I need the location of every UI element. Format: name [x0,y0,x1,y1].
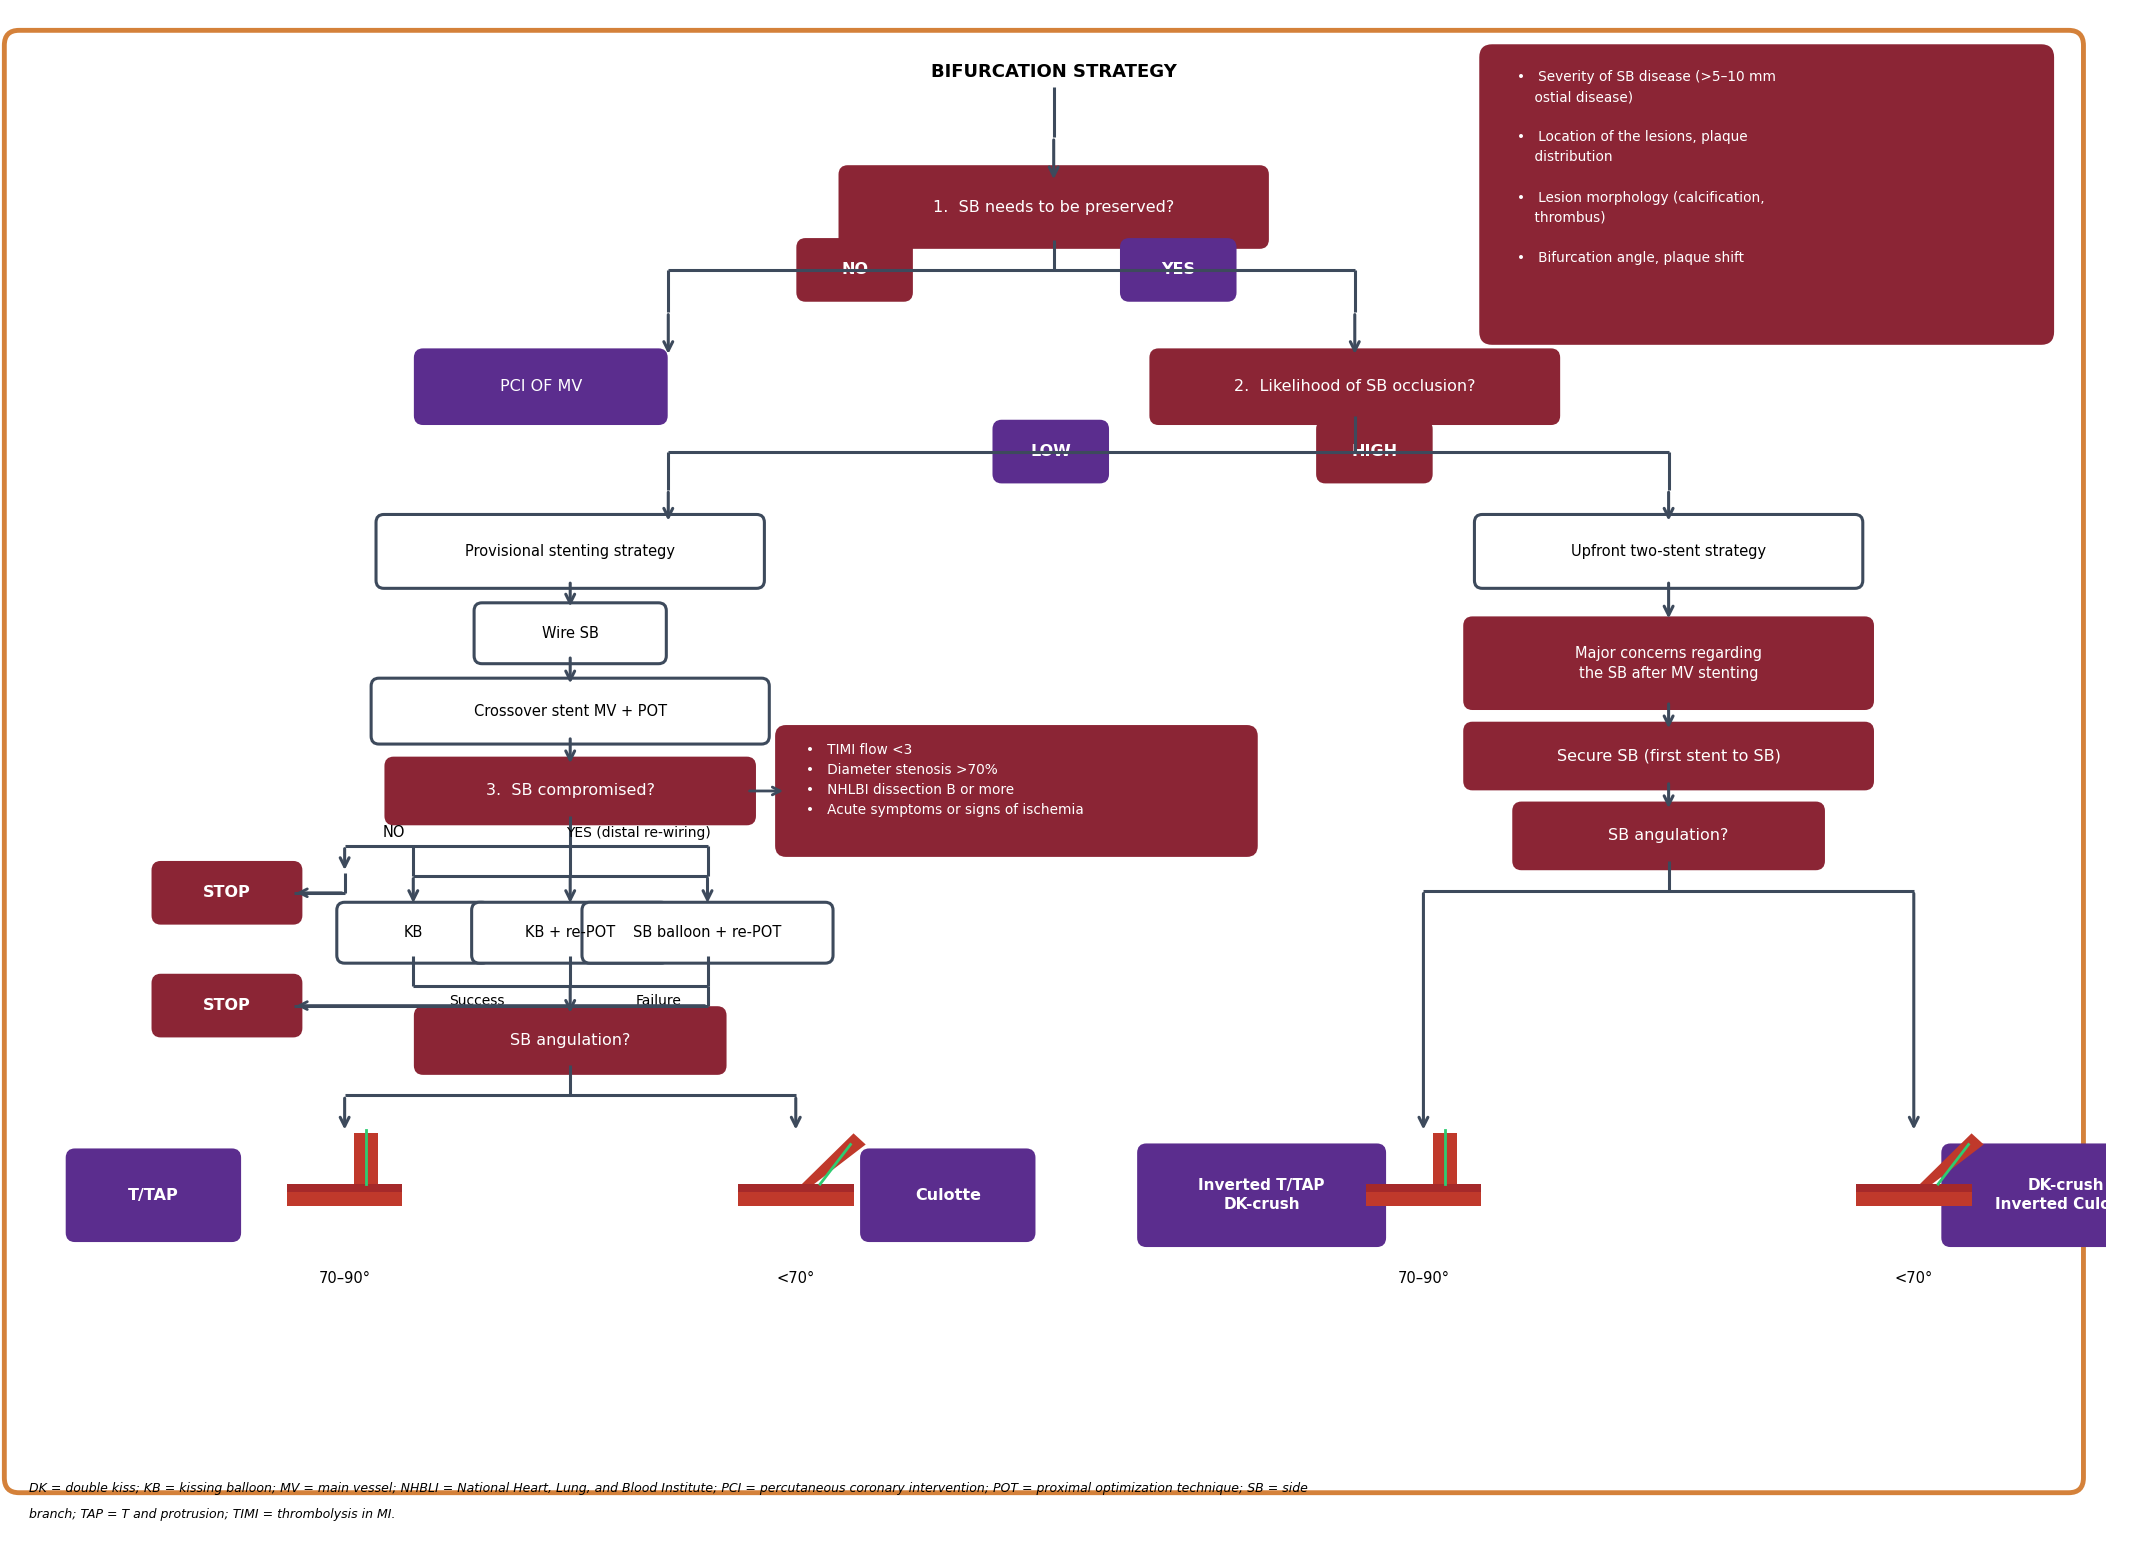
Text: 1.  SB needs to be preserved?: 1. SB needs to be preserved? [934,200,1174,214]
Text: DK = double kiss; KB = kissing balloon; MV = main vessel; NHBLI = National Heart: DK = double kiss; KB = kissing balloon; … [28,1481,1307,1495]
FancyBboxPatch shape [994,422,1107,482]
Text: Failure: Failure [635,994,682,1008]
Text: YES (distal re-wiring): YES (distal re-wiring) [567,825,710,841]
FancyBboxPatch shape [337,903,489,963]
Text: Major concerns regarding
the SB after MV stenting: Major concerns regarding the SB after MV… [1575,645,1762,681]
FancyBboxPatch shape [371,678,768,744]
FancyBboxPatch shape [1150,351,1558,423]
Text: •   TIMI flow <3
•   Diameter stenosis >70%
•   NHLBI dissection B or more
•   A: • TIMI flow <3 • Diameter stenosis >70% … [805,743,1084,817]
Text: SB angulation?: SB angulation? [511,1033,631,1048]
Text: PCI OF MV: PCI OF MV [500,378,582,394]
Text: DK-crush
Inverted Culotte: DK-crush Inverted Culotte [1996,1179,2135,1211]
FancyBboxPatch shape [152,862,300,923]
FancyBboxPatch shape [1464,617,1873,709]
Polygon shape [738,1183,854,1193]
Text: T/TAP: T/TAP [129,1188,178,1202]
Polygon shape [1365,1183,1481,1207]
Text: branch; TAP = T and protrusion; TIMI = thrombolysis in MI.: branch; TAP = T and protrusion; TIMI = t… [28,1508,395,1520]
Text: KB + re-POT: KB + re-POT [526,926,616,940]
Text: NO: NO [382,825,406,841]
FancyBboxPatch shape [1318,422,1431,482]
FancyBboxPatch shape [1474,515,1863,588]
Text: BIFURCATION STRATEGY: BIFURCATION STRATEGY [931,64,1176,81]
FancyBboxPatch shape [474,603,665,664]
Text: •   Severity of SB disease (>5–10 mm
    ostial disease)

•   Location of the le: • Severity of SB disease (>5–10 mm ostia… [1517,70,1775,265]
FancyBboxPatch shape [152,976,300,1036]
Text: 70–90°: 70–90° [1397,1270,1449,1286]
Text: <70°: <70° [777,1270,815,1286]
Polygon shape [738,1183,854,1207]
Text: STOP: STOP [204,886,251,900]
Polygon shape [1434,1134,1457,1183]
FancyBboxPatch shape [472,903,670,963]
Text: Culotte: Culotte [914,1188,981,1202]
Text: YES: YES [1161,262,1195,278]
Text: SB balloon + re-POT: SB balloon + re-POT [633,926,781,940]
Text: 70–90°: 70–90° [318,1270,371,1286]
FancyBboxPatch shape [67,1149,240,1241]
Polygon shape [803,1134,865,1183]
FancyBboxPatch shape [839,166,1268,248]
Text: Success: Success [449,994,504,1008]
Text: 3.  SB compromised?: 3. SB compromised? [485,783,655,799]
Polygon shape [288,1183,403,1193]
FancyBboxPatch shape [386,758,755,824]
FancyBboxPatch shape [582,903,833,963]
FancyBboxPatch shape [861,1149,1034,1241]
Text: NO: NO [841,262,869,278]
FancyBboxPatch shape [798,239,912,301]
Text: STOP: STOP [204,999,251,1013]
FancyBboxPatch shape [4,31,2084,1492]
FancyBboxPatch shape [1122,239,1236,301]
Text: SB angulation?: SB angulation? [1607,828,1730,844]
Polygon shape [288,1183,403,1207]
Polygon shape [1856,1183,1972,1207]
Text: LOW: LOW [1030,444,1071,459]
Text: Wire SB: Wire SB [541,625,599,641]
Text: <70°: <70° [1895,1270,1934,1286]
FancyBboxPatch shape [1481,45,2054,344]
FancyBboxPatch shape [376,515,764,588]
Text: KB: KB [403,926,423,940]
Polygon shape [1365,1183,1481,1193]
FancyBboxPatch shape [1140,1145,1384,1245]
FancyBboxPatch shape [416,351,665,423]
Text: Crossover stent MV + POT: Crossover stent MV + POT [474,704,667,718]
Polygon shape [354,1134,378,1183]
Text: Inverted T/TAP
DK-crush: Inverted T/TAP DK-crush [1197,1179,1324,1211]
FancyBboxPatch shape [416,1008,725,1073]
Polygon shape [1856,1183,1972,1193]
Text: Upfront two-stent strategy: Upfront two-stent strategy [1571,544,1766,558]
FancyBboxPatch shape [1513,803,1824,869]
Polygon shape [1921,1134,1983,1183]
Text: Secure SB (first stent to SB): Secure SB (first stent to SB) [1556,749,1781,763]
FancyBboxPatch shape [1464,723,1873,789]
FancyBboxPatch shape [1942,1145,2146,1245]
Text: HIGH: HIGH [1352,444,1397,459]
Text: 2.  Likelihood of SB occlusion?: 2. Likelihood of SB occlusion? [1234,378,1476,394]
Text: Provisional stenting strategy: Provisional stenting strategy [466,544,676,558]
FancyBboxPatch shape [777,726,1258,856]
